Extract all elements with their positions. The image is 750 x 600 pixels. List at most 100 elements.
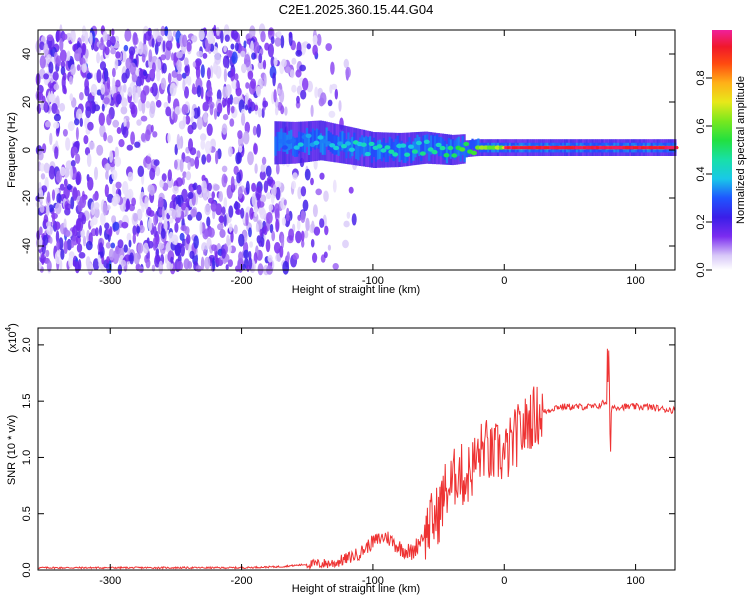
signal-core-line <box>541 146 544 150</box>
noise-blob <box>196 116 203 130</box>
noise-blob <box>233 224 238 235</box>
noise-blob <box>107 135 113 144</box>
noise-blob <box>222 55 229 68</box>
noise-blob <box>258 53 263 64</box>
noise-blob <box>171 209 177 220</box>
noise-blob <box>251 52 256 60</box>
noise-blob <box>182 171 187 178</box>
noise-blob <box>63 240 68 255</box>
noise-blob <box>243 131 250 145</box>
noise-blob <box>328 110 336 118</box>
noise-blob <box>269 223 274 234</box>
noise-blob <box>259 170 266 181</box>
noise-blob <box>248 106 252 114</box>
signal-core-line <box>564 146 568 150</box>
noise-blob <box>226 234 230 247</box>
noise-blob <box>343 220 350 228</box>
noise-blob <box>223 45 228 53</box>
noise-blob <box>208 197 215 204</box>
noise-blob <box>245 180 250 195</box>
noise-blob <box>214 52 222 65</box>
signal-core-line <box>593 146 597 150</box>
signal-core-line <box>554 146 558 150</box>
noise-blob <box>94 166 98 181</box>
signal-core-line <box>669 146 673 150</box>
noise-blob <box>111 215 117 224</box>
svg-text:(x104): (x104) <box>4 323 19 353</box>
noise-blob <box>96 144 104 156</box>
noise-blob <box>117 239 124 249</box>
noise-blob <box>76 64 81 71</box>
noise-blob <box>257 60 264 70</box>
noise-blob <box>280 35 285 49</box>
signal-band <box>367 137 370 157</box>
noise-blob <box>206 67 211 80</box>
signal-band <box>315 128 318 148</box>
noise-blob <box>327 99 333 107</box>
noise-blob <box>216 27 220 36</box>
signal-core-line <box>585 146 589 150</box>
noise-blob <box>85 256 91 269</box>
noise-blob <box>198 29 205 41</box>
noise-blob <box>312 35 318 44</box>
noise-blob <box>319 172 325 180</box>
signal-band <box>394 138 397 158</box>
noise-blob <box>103 97 110 105</box>
noise-blob <box>159 179 164 188</box>
noise-blob <box>149 167 156 180</box>
signal-band <box>276 132 279 152</box>
noise-blob <box>176 133 181 147</box>
noise-blob <box>123 244 128 253</box>
signal-core-line <box>506 146 510 150</box>
noise-blob <box>260 30 266 43</box>
noise-blob <box>46 191 51 203</box>
noise-blob <box>148 210 155 217</box>
noise-blob <box>140 132 146 142</box>
noise-blob <box>166 261 174 271</box>
spectrogram-y-tick-label: 20 <box>21 96 33 108</box>
noise-blob <box>72 146 78 156</box>
snr-multiplier-base: (x10 <box>7 331 19 352</box>
noise-blob <box>99 225 102 236</box>
noise-blob <box>102 202 108 216</box>
colorbar-gradient <box>712 30 732 270</box>
noise-blob <box>192 61 197 68</box>
noise-blob <box>253 41 260 54</box>
signal-core-line <box>559 146 563 150</box>
noise-blob <box>95 227 99 237</box>
signal-band <box>400 140 403 160</box>
noise-blob <box>323 190 329 202</box>
signal-band <box>300 132 303 152</box>
noise-blob <box>237 186 243 199</box>
noise-blob <box>184 206 189 217</box>
noise-blob <box>160 54 166 61</box>
noise-blob <box>68 255 73 268</box>
noise-blob <box>213 24 217 37</box>
signal-core-line <box>661 146 665 150</box>
signal-band <box>357 141 360 161</box>
noise-blob <box>171 70 178 78</box>
noise-blob <box>143 70 147 76</box>
noise-blob <box>238 145 243 153</box>
noise-blob <box>235 42 239 52</box>
snr-y-tick-label: 0.5 <box>21 506 33 521</box>
noise-blob <box>181 104 189 115</box>
noise-blob <box>174 106 182 115</box>
noise-blob <box>70 160 76 167</box>
noise-blob <box>136 119 142 126</box>
noise-blob <box>244 121 250 134</box>
noise-blob <box>44 101 48 113</box>
noise-blob <box>296 220 301 231</box>
signal-band <box>465 147 468 158</box>
noise-blob <box>274 37 282 47</box>
noise-blob <box>123 118 127 128</box>
noise-blob <box>46 260 52 272</box>
noise-blob <box>272 72 276 87</box>
noise-blob <box>55 30 60 43</box>
noise-blob <box>151 264 156 272</box>
noise-blob <box>66 238 73 251</box>
noise-blob <box>149 100 156 114</box>
signal-core-line <box>546 146 550 150</box>
noise-blob <box>98 112 106 126</box>
